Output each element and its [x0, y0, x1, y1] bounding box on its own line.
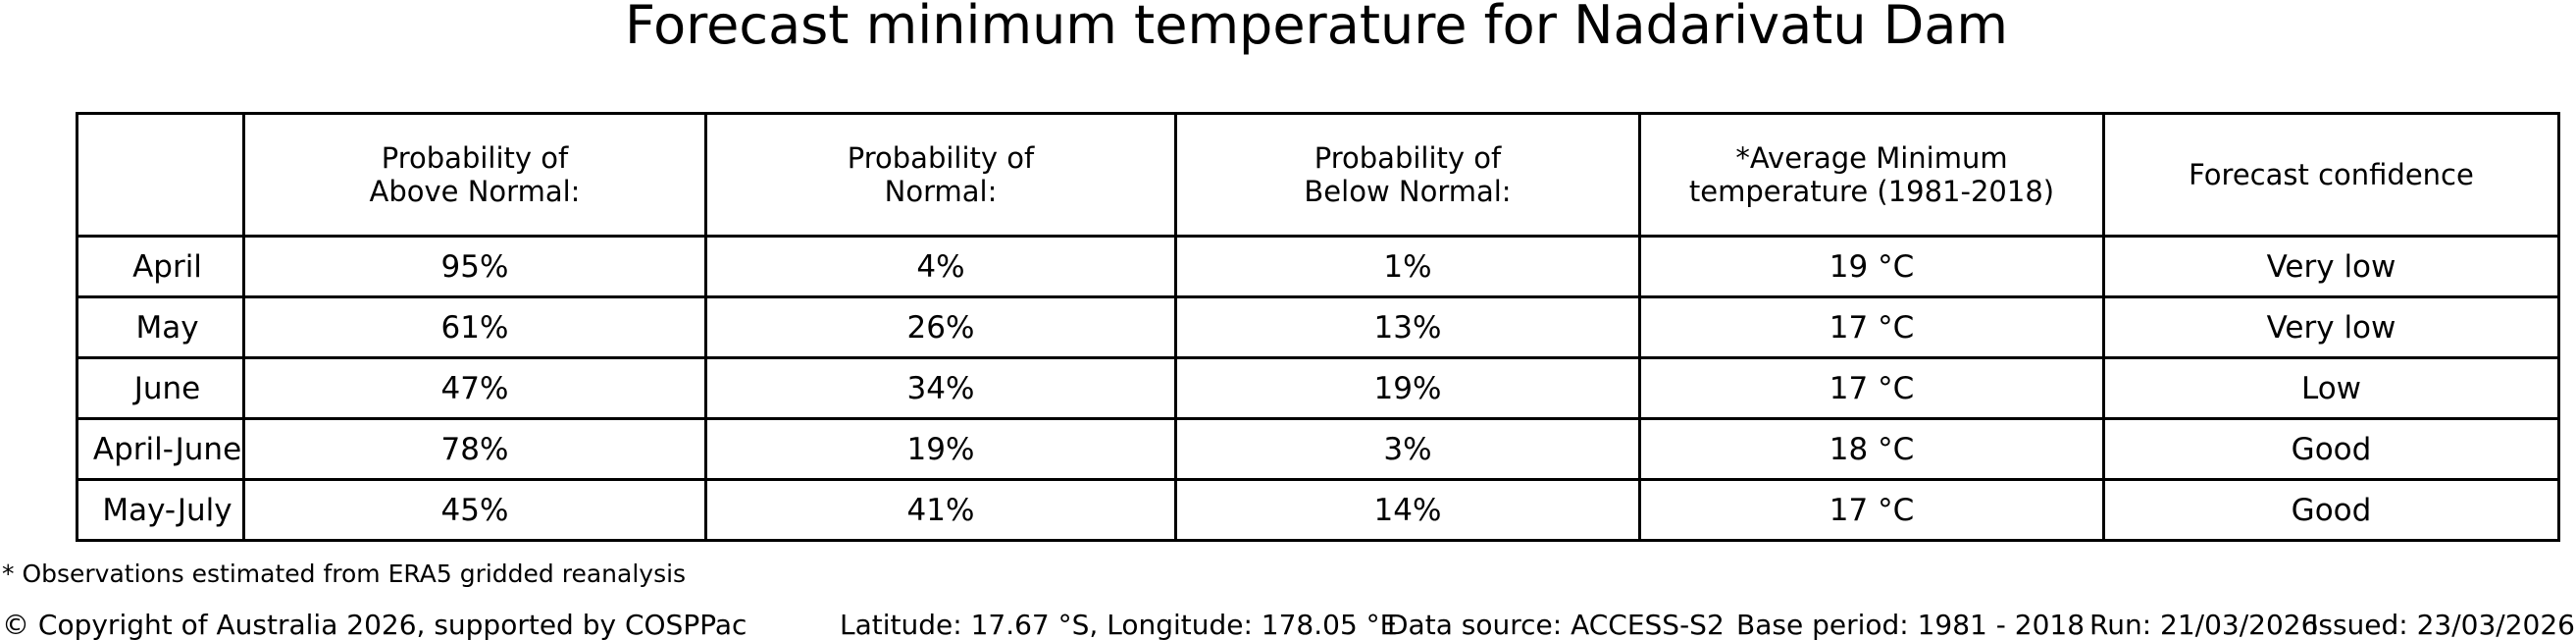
cell-confidence: Good [2102, 417, 2560, 481]
cell-confidence: Very low [2102, 235, 2560, 298]
col-header-below-normal: Probability of Below Normal: [1174, 112, 1641, 238]
cell-normal: 4% [704, 235, 1177, 298]
cell-normal: 34% [704, 356, 1177, 420]
row-label: May-July [76, 478, 245, 542]
col-header-normal: Probability of Normal: [704, 112, 1177, 238]
corner-cell [76, 112, 245, 238]
footer-bar: © Copyright of Australia 2026, supported… [0, 611, 2576, 640]
issued-date-text: Issued: 23/03/2026 [2310, 609, 2575, 640]
run-date-text: Run: 21/03/2026 [2089, 609, 2319, 640]
observations-footnote: * Observations estimated from ERA5 gridd… [2, 560, 687, 588]
table-row-april: April 95% 4% 1% 19 °C Very low [76, 235, 2560, 298]
copyright-text: © Copyright of Australia 2026, supported… [2, 609, 747, 640]
cell-normal: 41% [704, 478, 1177, 542]
cell-avg-min-temp: 17 °C [1638, 478, 2105, 542]
cell-below-normal: 13% [1174, 295, 1641, 359]
cell-confidence: Low [2102, 356, 2560, 420]
header-row: Probability of Above Normal: Probability… [76, 112, 2560, 238]
cell-normal: 26% [704, 295, 1177, 359]
cell-above-normal: 45% [242, 478, 707, 542]
row-label: April-June [76, 417, 245, 481]
table-row-april-june: April-June 78% 19% 3% 18 °C Good [76, 417, 2560, 481]
col-header-avg-min-temp: *Average Minimum temperature (1981-2018) [1638, 112, 2105, 238]
forecast-table: Probability of Above Normal: Probability… [76, 112, 2560, 542]
row-label: June [76, 356, 245, 420]
page-title: Forecast minimum temperature for Nadariv… [624, 0, 2009, 56]
table-row-june: June 47% 34% 19% 17 °C Low [76, 356, 2560, 420]
cell-confidence: Very low [2102, 295, 2560, 359]
cell-below-normal: 14% [1174, 478, 1641, 542]
cell-below-normal: 19% [1174, 356, 1641, 420]
cell-confidence: Good [2102, 478, 2560, 542]
cell-above-normal: 61% [242, 295, 707, 359]
row-label: May [76, 295, 245, 359]
cell-above-normal: 78% [242, 417, 707, 481]
location-text: Latitude: 17.67 °S, Longitude: 178.05 °E [840, 609, 1398, 640]
cell-avg-min-temp: 19 °C [1638, 235, 2105, 298]
col-header-forecast-confidence: Forecast confidence [2102, 112, 2560, 238]
cell-below-normal: 3% [1174, 417, 1641, 481]
cell-avg-min-temp: 18 °C [1638, 417, 2105, 481]
row-label: April [76, 235, 245, 298]
cell-above-normal: 95% [242, 235, 707, 298]
col-header-above-normal: Probability of Above Normal: [242, 112, 707, 238]
data-source-text: Data source: ACCESS-S2 [1387, 609, 1725, 640]
cell-avg-min-temp: 17 °C [1638, 356, 2105, 420]
cell-avg-min-temp: 17 °C [1638, 295, 2105, 359]
cell-below-normal: 1% [1174, 235, 1641, 298]
cell-normal: 19% [704, 417, 1177, 481]
base-period-text: Base period: 1981 - 2018 [1736, 609, 2086, 640]
table-row-may-july: May-July 45% 41% 14% 17 °C Good [76, 478, 2560, 542]
cell-above-normal: 47% [242, 356, 707, 420]
table-row-may: May 61% 26% 13% 17 °C Very low [76, 295, 2560, 359]
